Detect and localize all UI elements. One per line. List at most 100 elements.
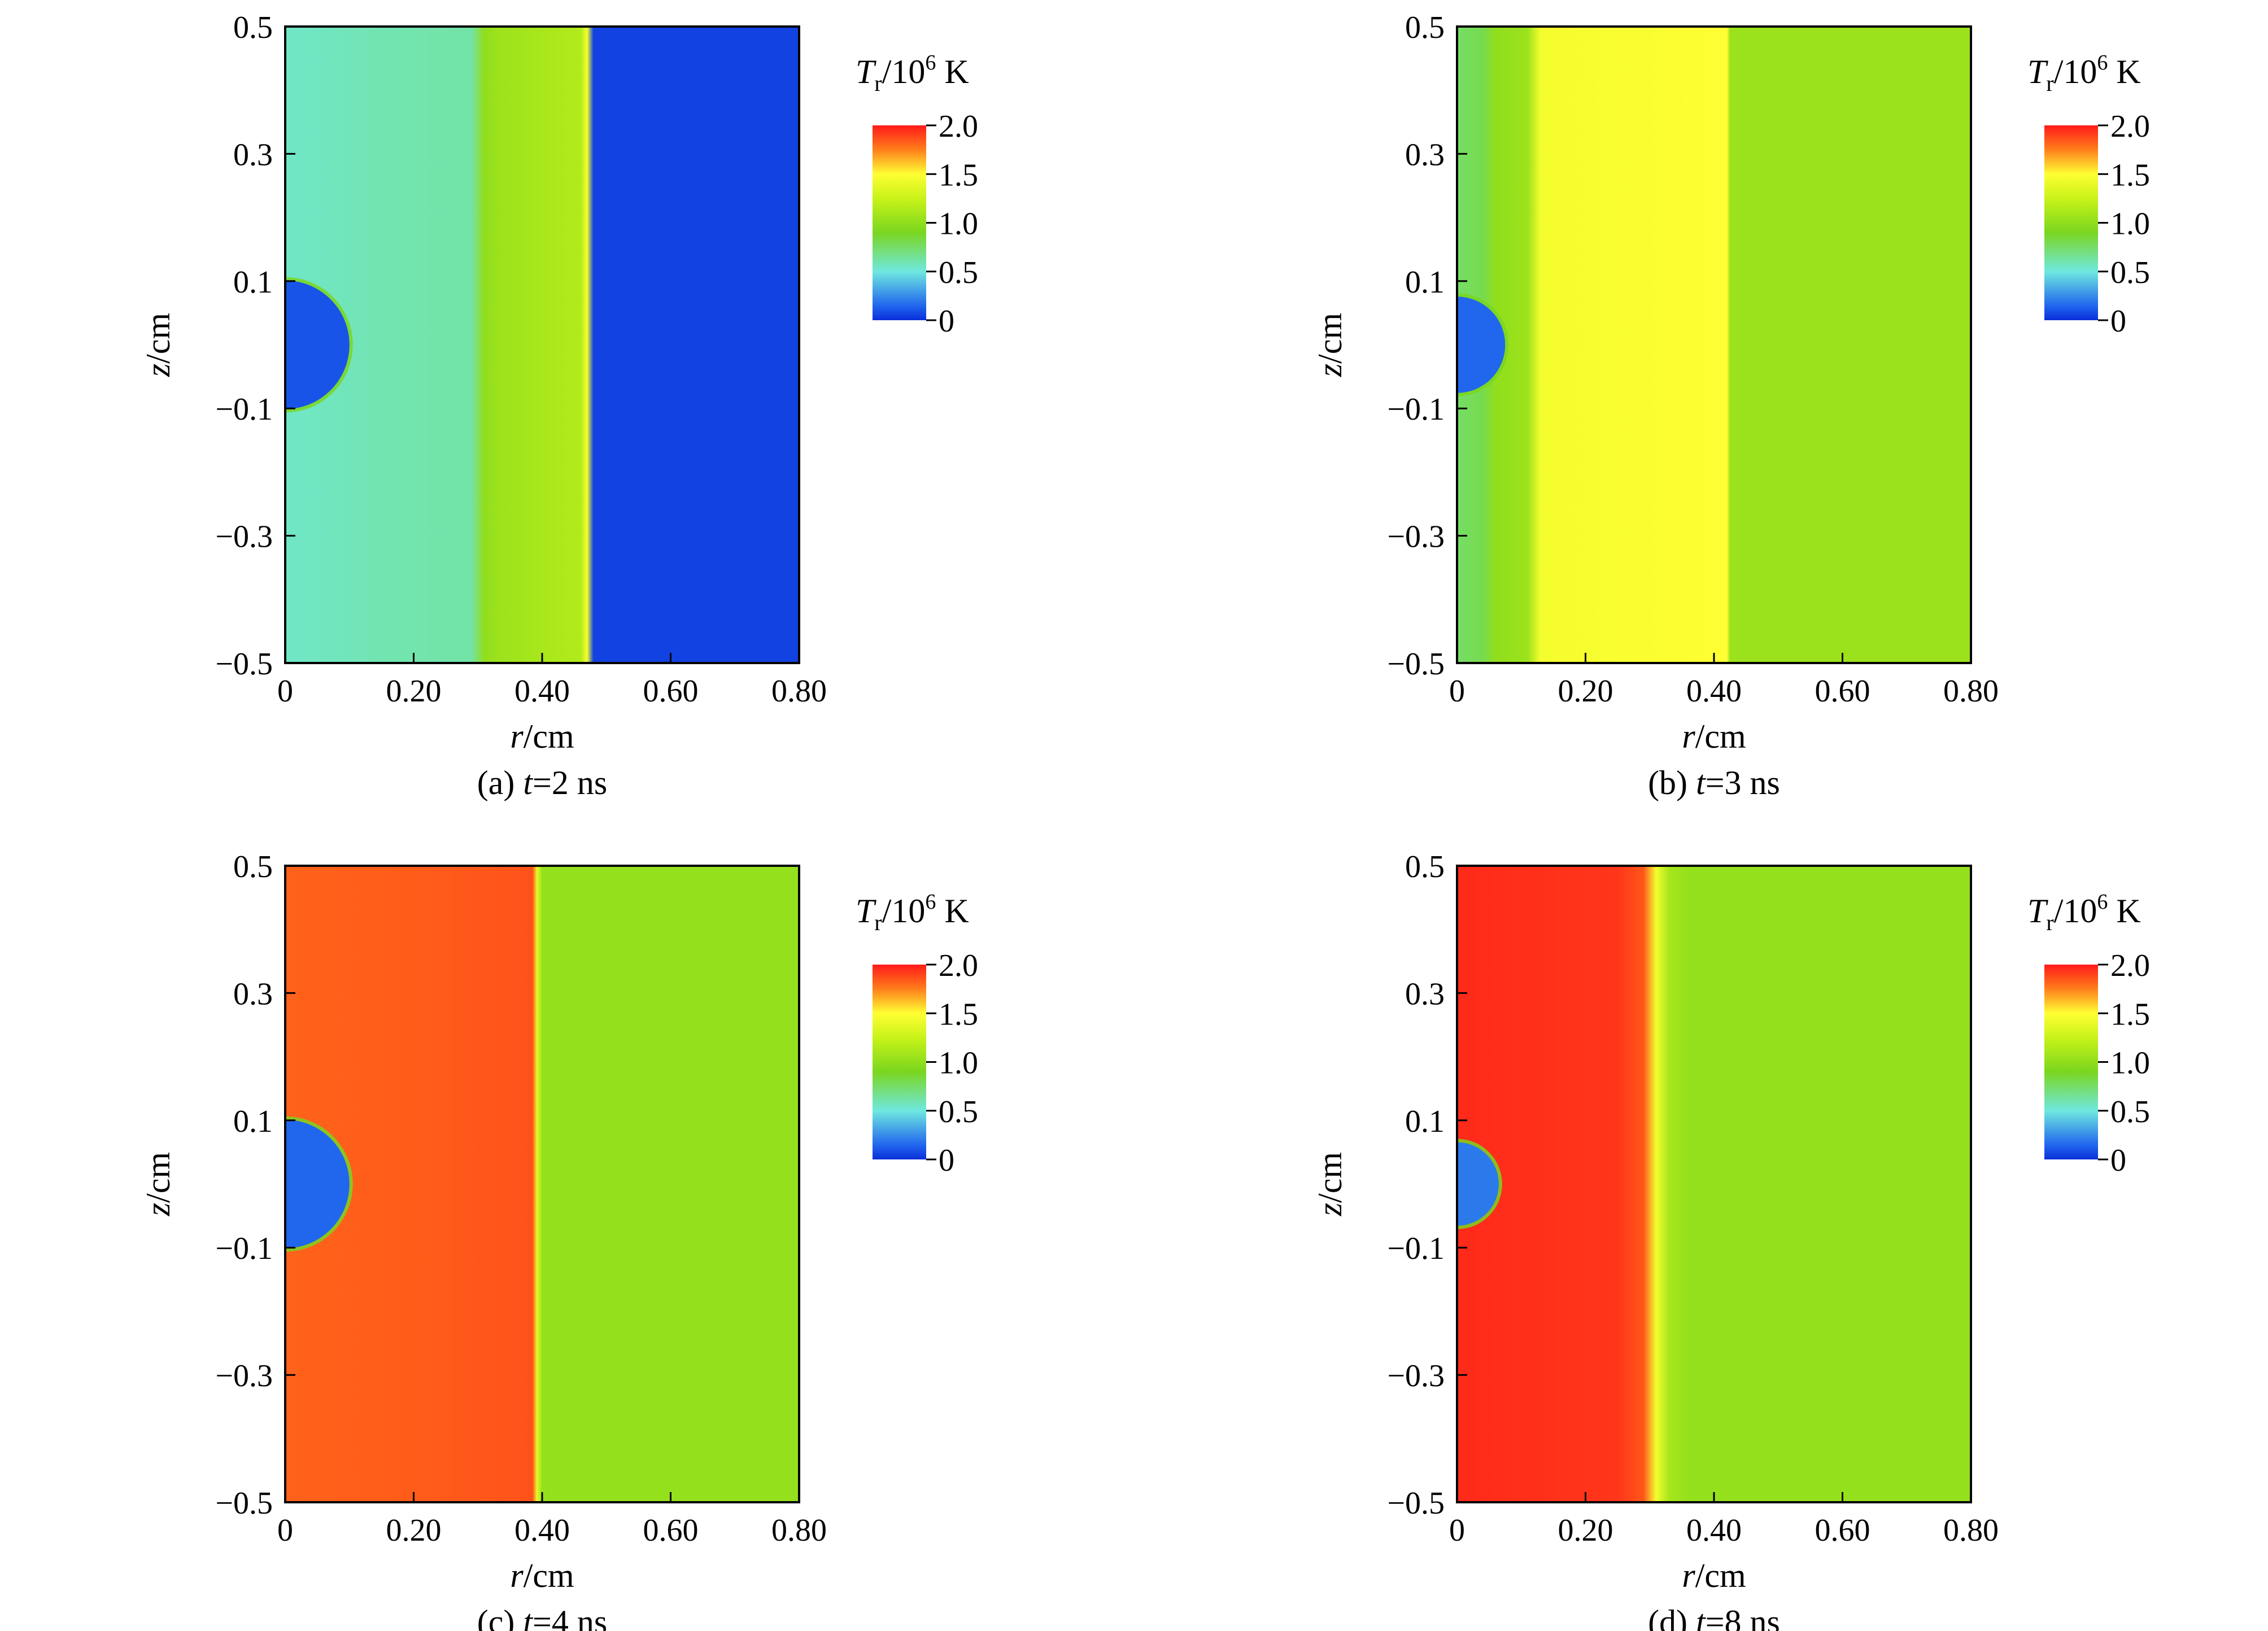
y-tick-label: −0.5 bbox=[1387, 1486, 1445, 1521]
x-tick-label: 0.20 bbox=[386, 674, 442, 709]
y-tick-label: 0.1 bbox=[233, 265, 273, 300]
colorbar-tick-label: 1.0 bbox=[2110, 207, 2150, 242]
sphere-region bbox=[1457, 293, 1509, 396]
panel-b: 0 0.20 0.40 0.60 0.80 0.5 0.3 0.1 −0.1 −0.3 −0.5 r/… bbox=[1311, 10, 2150, 801]
y-tick-label: −0.1 bbox=[215, 392, 273, 427]
colorbar-tick-label: 2.0 bbox=[939, 109, 978, 144]
colorbar-gradient bbox=[873, 965, 926, 1159]
colorbar: Tr/106 K 2.0 1.5 1.0 0.5 0 bbox=[856, 890, 978, 1178]
x-tick-label: 0.20 bbox=[386, 1513, 442, 1548]
colorbar-tick-label: 1.5 bbox=[939, 997, 978, 1032]
colorbar-tick-label: 0 bbox=[939, 304, 954, 339]
x-tick-label: 0.40 bbox=[514, 674, 570, 709]
sphere-region bbox=[285, 277, 353, 413]
sphere-core bbox=[285, 280, 350, 409]
x-axis-label: r/cm bbox=[1682, 1557, 1746, 1594]
colorbar-tick-label: 0 bbox=[2110, 1143, 2126, 1178]
y-tick-label: −0.5 bbox=[1387, 647, 1445, 682]
y-tick-label: 0.5 bbox=[233, 10, 273, 45]
y-tick-label: −0.1 bbox=[215, 1231, 273, 1266]
colorbar-tick-label: 1.5 bbox=[2110, 997, 2150, 1032]
x-tick-label: 0.40 bbox=[1686, 674, 1742, 709]
x-tick-label: 0.60 bbox=[643, 674, 699, 709]
sphere-core bbox=[1457, 296, 1506, 393]
y-tick-label: 0.1 bbox=[1405, 265, 1445, 300]
x-axis-label: r/cm bbox=[510, 1557, 574, 1594]
colorbar-tick-label: 1.5 bbox=[2110, 158, 2150, 193]
heatmap-field bbox=[1457, 866, 1971, 1502]
panel-caption: (c) t=4 ns bbox=[477, 1603, 607, 1631]
y-tick-label: −0.5 bbox=[215, 1486, 273, 1521]
x-tick-label: 0.20 bbox=[1558, 674, 1613, 709]
y-tick-label: 0.1 bbox=[1405, 1104, 1445, 1139]
y-axis-label: z/cm bbox=[139, 313, 177, 377]
colorbar-title: Tr/106 K bbox=[856, 890, 969, 935]
colorbar-tick-label: 2.0 bbox=[2110, 109, 2150, 144]
y-tick-label: 0.5 bbox=[1405, 10, 1445, 45]
y-tick-label: 0.5 bbox=[1405, 849, 1445, 884]
colorbar-tick-label: 0.5 bbox=[2110, 255, 2150, 290]
colorbar-tick-label: 1.0 bbox=[939, 207, 978, 242]
y-tick-label: 0.3 bbox=[1405, 137, 1445, 172]
colorbar-tick-label: 2.0 bbox=[2110, 948, 2150, 983]
x-tick-label: 0 bbox=[1449, 674, 1465, 709]
sphere-region bbox=[285, 1116, 353, 1252]
colorbar: Tr/106 K 2.0 1.5 1.0 0.5 0 bbox=[856, 51, 978, 339]
colorbar-tick-label: 0.5 bbox=[939, 255, 978, 290]
y-axis-label: z/cm bbox=[139, 1152, 177, 1216]
sphere-core bbox=[1457, 1142, 1499, 1226]
colorbar-tick-label: 0.5 bbox=[939, 1094, 978, 1130]
x-tick-label: 0 bbox=[1449, 1513, 1465, 1548]
y-tick-label: 0.1 bbox=[233, 1104, 273, 1139]
y-tick-label: 0.5 bbox=[233, 849, 273, 884]
colorbar-tick-label: 0.5 bbox=[2110, 1094, 2150, 1130]
colorbar-tick-label: 0 bbox=[2110, 304, 2126, 339]
colorbar: Tr/106 K 2.0 1.5 1.0 0.5 0 bbox=[2027, 51, 2150, 339]
heatmap-field bbox=[285, 27, 799, 663]
colorbar-title: Tr/106 K bbox=[856, 51, 969, 96]
colorbar: Tr/106 K 2.0 1.5 1.0 0.5 0 bbox=[2027, 890, 2150, 1178]
x-tick-label: 0.20 bbox=[1558, 1513, 1613, 1548]
sphere-region bbox=[1457, 1139, 1502, 1229]
panel-c: 0 0.20 0.40 0.60 0.80 0.5 0.3 0.1 −0.1 −0.3 −0.5 r/… bbox=[139, 849, 978, 1631]
heatmap-field bbox=[285, 866, 799, 1502]
panel-caption: (b) t=3 ns bbox=[1648, 764, 1780, 801]
x-tick-label: 0.60 bbox=[1815, 1513, 1870, 1548]
x-tick-label: 0.80 bbox=[771, 674, 827, 709]
x-tick-label: 0.80 bbox=[1943, 674, 1999, 709]
y-tick-label: −0.3 bbox=[215, 520, 273, 555]
sphere-core bbox=[285, 1119, 350, 1249]
colorbar-tick-label: 2.0 bbox=[939, 948, 978, 983]
x-tick-label: 0 bbox=[277, 674, 293, 709]
y-tick-label: 0.3 bbox=[233, 137, 273, 172]
y-tick-label: −0.3 bbox=[1387, 520, 1445, 555]
y-tick-label: −0.3 bbox=[1387, 1359, 1445, 1394]
colorbar-gradient bbox=[2044, 125, 2098, 320]
y-tick-label: −0.3 bbox=[215, 1359, 273, 1394]
panel-caption: (a) t=2 ns bbox=[477, 764, 607, 801]
colorbar-tick-label: 1.0 bbox=[939, 1046, 978, 1081]
colorbar-title: Tr/106 K bbox=[2027, 51, 2141, 96]
colorbar-tick-label: 1.5 bbox=[939, 158, 978, 193]
panel-a: 0 0.20 0.40 0.60 0.80 0.5 0.3 0.1 −0.1 −0.3 −0.5 r/… bbox=[139, 10, 978, 801]
colorbar-tick-label: 1.0 bbox=[2110, 1046, 2150, 1081]
colorbar-title: Tr/106 K bbox=[2027, 890, 2141, 935]
y-tick-label: −0.1 bbox=[1387, 392, 1445, 427]
y-tick-label: −0.1 bbox=[1387, 1231, 1445, 1266]
x-tick-label: 0 bbox=[277, 1513, 293, 1548]
heatmap-field bbox=[1457, 27, 1971, 663]
y-tick-label: −0.5 bbox=[215, 647, 273, 682]
y-axis-label: z/cm bbox=[1311, 313, 1349, 377]
y-tick-label: 0.3 bbox=[1405, 976, 1445, 1011]
colorbar-gradient bbox=[2044, 965, 2098, 1159]
x-tick-label: 0.60 bbox=[1815, 674, 1870, 709]
x-axis-label: r/cm bbox=[1682, 718, 1746, 755]
x-tick-label: 0.40 bbox=[514, 1513, 570, 1548]
panel-d: 0 0.20 0.40 0.60 0.80 0.5 0.3 0.1 −0.1 −0.3 −0.5 r/… bbox=[1311, 849, 2150, 1631]
x-tick-label: 0.80 bbox=[1943, 1513, 1999, 1548]
colorbar-gradient bbox=[873, 125, 926, 320]
x-tick-label: 0.40 bbox=[1686, 1513, 1742, 1548]
x-tick-label: 0.60 bbox=[643, 1513, 699, 1548]
colorbar-tick-label: 0 bbox=[939, 1143, 954, 1178]
